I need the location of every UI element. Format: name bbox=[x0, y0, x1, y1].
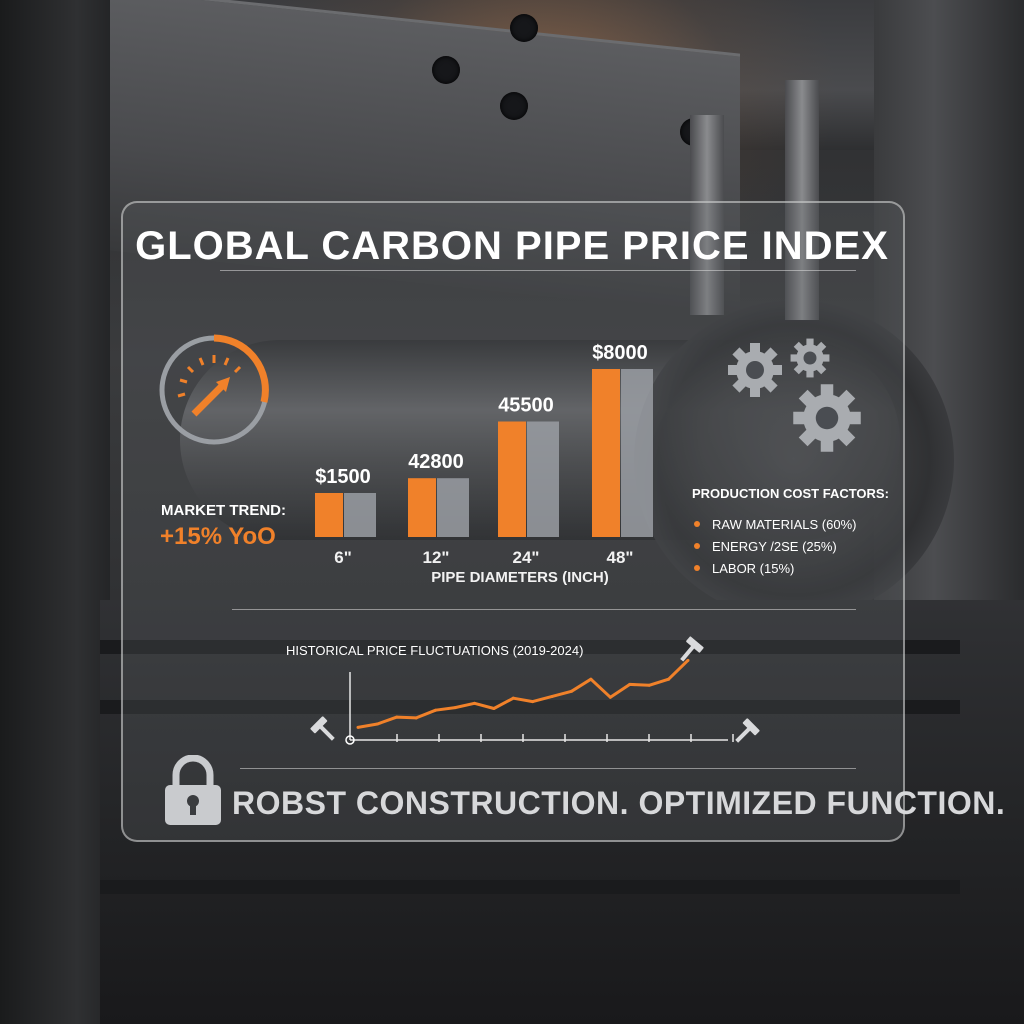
bar-series2-2 bbox=[527, 421, 559, 537]
bar-data-label: 42800 bbox=[408, 451, 464, 473]
price-point bbox=[647, 683, 651, 687]
price-point bbox=[550, 694, 554, 698]
price-line bbox=[357, 659, 690, 729]
tagline: ROBST CONSTRUCTION. OPTIMIZED FUNCTION. bbox=[232, 785, 1006, 821]
bar-series1-0 bbox=[315, 493, 343, 537]
footer-divider bbox=[240, 768, 856, 769]
title-divider bbox=[220, 270, 856, 271]
hammer-icon bbox=[735, 718, 760, 743]
cost-factors-list: RAW MATERIALS (60%) ENERGY /2SE (25%) LA… bbox=[694, 513, 856, 579]
price-point bbox=[356, 725, 360, 729]
price-point bbox=[608, 695, 612, 699]
cost-factor-item: RAW MATERIALS (60%) bbox=[694, 513, 856, 535]
bar-tick-label: 48" bbox=[607, 548, 634, 567]
cost-factor-label: ENERGY /2SE (25%) bbox=[712, 538, 837, 554]
page-title: GLOBAL CARBON PIPE PRICE INDEX bbox=[135, 224, 889, 268]
price-point bbox=[511, 696, 515, 700]
hydraulic-rod bbox=[785, 80, 819, 320]
cost-factor-label: RAW MATERIALS (60%) bbox=[712, 516, 857, 532]
price-point bbox=[453, 706, 457, 710]
cost-factor-item: LABOR (15%) bbox=[694, 557, 856, 579]
bar-series2-1 bbox=[437, 478, 469, 537]
machine-rail bbox=[100, 700, 960, 714]
lock-icon bbox=[165, 755, 221, 825]
machine-rail bbox=[100, 640, 960, 654]
history-chart-title: HISTORICAL PRICE FLUCTUATIONS (2019-2024… bbox=[286, 643, 584, 658]
price-point bbox=[414, 716, 418, 720]
bar-tick-label: 6" bbox=[334, 548, 352, 567]
hydraulic-rod bbox=[690, 115, 724, 315]
bar-series1-2 bbox=[498, 421, 526, 537]
bar-series1-3 bbox=[592, 369, 620, 537]
pipe-price-bar-chart: $1500 6" 42800 12" 45500 24" $8000 48" bbox=[315, 342, 653, 567]
price-point bbox=[570, 689, 574, 693]
bullet-icon bbox=[694, 565, 700, 571]
price-point bbox=[531, 700, 535, 704]
bar-series1-1 bbox=[408, 478, 436, 537]
steel-column bbox=[0, 0, 110, 1024]
gauge-icon bbox=[159, 334, 269, 445]
bolt-hole bbox=[432, 56, 460, 84]
section-divider bbox=[232, 609, 856, 610]
bar-tick-label: 12" bbox=[423, 548, 450, 567]
market-trend-value: +15% YoO bbox=[160, 523, 276, 550]
price-point bbox=[589, 677, 593, 681]
bar-series2-3 bbox=[621, 369, 653, 537]
bar-data-label: $8000 bbox=[592, 342, 648, 364]
bar-data-label: 45500 bbox=[498, 395, 554, 417]
bullet-icon bbox=[694, 521, 700, 527]
hammer-icon bbox=[310, 716, 335, 741]
gear-icon bbox=[728, 338, 861, 452]
price-point bbox=[434, 708, 438, 712]
cost-factor-item: ENERGY /2SE (25%) bbox=[694, 535, 856, 557]
price-point bbox=[628, 682, 632, 686]
price-point bbox=[492, 706, 496, 710]
machine-wheel bbox=[634, 300, 954, 620]
price-point bbox=[686, 658, 690, 662]
bolt-hole bbox=[510, 14, 538, 42]
price-point bbox=[472, 701, 476, 705]
history-line-chart bbox=[310, 636, 760, 745]
axis-origin-marker bbox=[345, 735, 355, 745]
bar-series2-0 bbox=[344, 493, 376, 537]
bar-chart-x-axis-label: PIPE DIAMETERS (INCH) bbox=[431, 569, 609, 586]
cost-factor-label: LABOR (15%) bbox=[712, 560, 795, 576]
machine-base bbox=[100, 600, 1024, 1024]
price-point bbox=[375, 722, 379, 726]
market-trend-label: MARKET TREND: bbox=[161, 502, 286, 519]
price-point bbox=[667, 677, 671, 681]
bar-data-label: $1500 bbox=[315, 466, 371, 488]
machine-rail bbox=[100, 880, 960, 894]
hammer-icon bbox=[680, 636, 704, 662]
bullet-icon bbox=[694, 543, 700, 549]
price-point bbox=[395, 715, 399, 719]
bar-tick-label: 24" bbox=[513, 548, 540, 567]
bolt-hole bbox=[500, 92, 528, 120]
cost-factors-title: PRODUCTION COST FACTORS: bbox=[692, 486, 889, 501]
